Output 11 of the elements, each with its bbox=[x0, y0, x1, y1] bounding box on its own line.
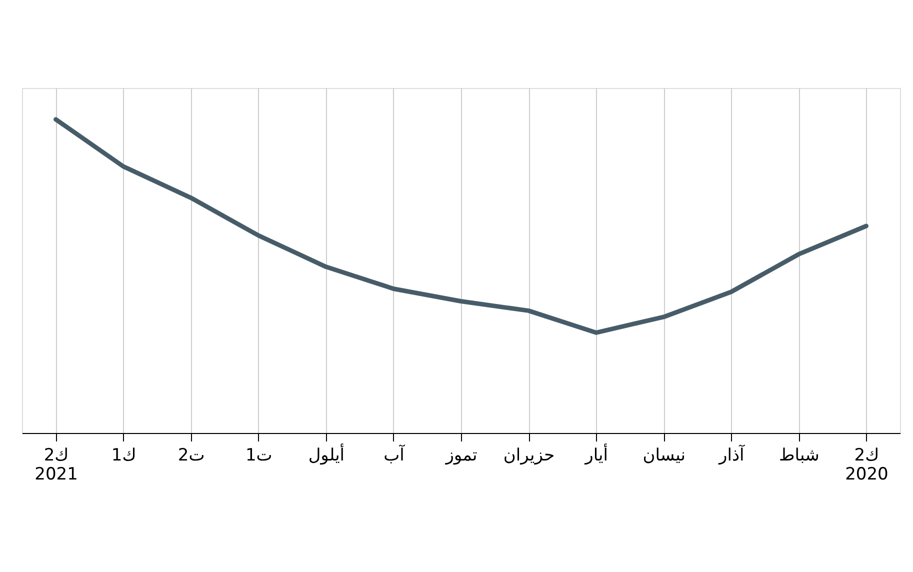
x-tick-label: آذار bbox=[718, 444, 746, 466]
x-tick-label: آب bbox=[384, 444, 406, 466]
x-tick-label: ك1 bbox=[111, 446, 136, 466]
x-tick-label: شباط bbox=[779, 446, 820, 466]
x-tick-label: ت1 bbox=[245, 446, 272, 466]
x-tick-label: ت2 bbox=[178, 446, 205, 466]
x-tick-label: تموز bbox=[444, 446, 478, 466]
x-tick-label: نيسان bbox=[642, 446, 686, 466]
x-tick-label: حزيران bbox=[503, 446, 555, 466]
x-tick-label: أيار bbox=[584, 444, 608, 466]
x-tick-label: أيلول bbox=[308, 444, 345, 466]
